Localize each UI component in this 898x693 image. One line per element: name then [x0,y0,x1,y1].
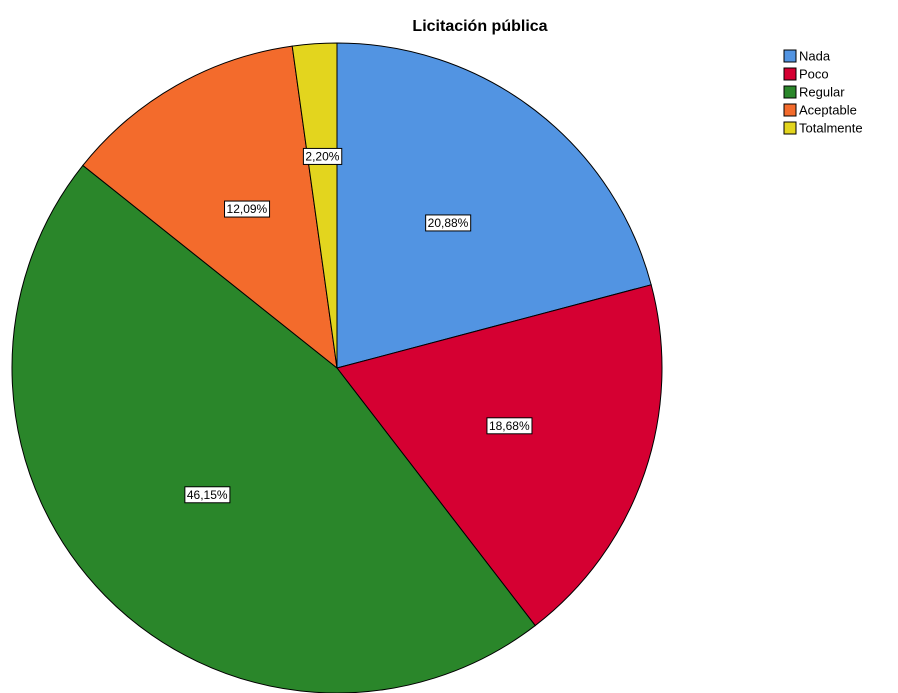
legend-label: Nada [799,48,831,63]
data-label: 46,15% [184,486,231,504]
legend-swatch [783,49,797,63]
pie-slice [11,164,536,693]
legend-swatch [783,67,797,81]
pie-slice [82,45,338,370]
legend-label: Poco [799,66,829,81]
legend-label: Regular [799,84,845,99]
data-label: 2,20% [302,147,343,165]
pie-slice [336,42,652,369]
pie-slice [291,42,338,369]
data-label-text: 46,15% [187,488,228,502]
data-label: 20,88% [425,214,472,232]
data-label: 12,09% [224,200,271,218]
data-label: 18,68% [486,417,533,435]
legend-swatch [783,85,797,99]
data-label-box [224,200,271,218]
data-label-box [184,486,231,504]
legend-swatch [783,121,797,135]
pie-slice [336,284,663,627]
data-label-text: 20,88% [428,216,469,230]
data-label-box [486,417,533,435]
data-label-text: 2,20% [305,149,339,163]
data-label-text: 12,09% [227,202,268,216]
data-label-box [425,214,472,232]
chart-title: Licitación pública [412,18,547,35]
legend-label: Aceptable [799,102,857,117]
legend-swatch [783,103,797,117]
data-label-text: 18,68% [489,419,530,433]
data-label-box [302,147,343,165]
legend-label: Totalmente [799,120,863,135]
